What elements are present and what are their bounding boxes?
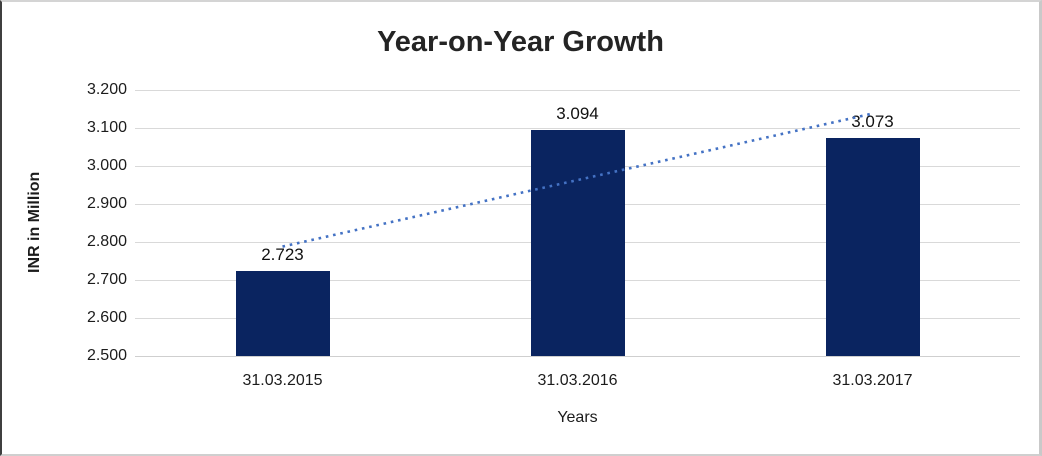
y-axis-tick-label: 2.900 bbox=[86, 195, 127, 212]
bar-value-label: 3.094 bbox=[556, 104, 599, 124]
bar-31.03.2015 bbox=[235, 271, 330, 356]
y-axis-tick-label: 2.800 bbox=[86, 233, 127, 250]
x-axis-title: Years bbox=[557, 409, 598, 426]
y-axis-tick-label: 2.500 bbox=[86, 347, 127, 364]
x-axis-tick-label: 31.03.2015 bbox=[242, 372, 323, 389]
bar-31.03.2017 bbox=[825, 138, 920, 356]
y-axis-tick-label: 3.000 bbox=[86, 157, 127, 174]
y-axis-tick-label: 2.600 bbox=[86, 309, 127, 326]
y-axis-tick-label: 2.700 bbox=[86, 271, 127, 288]
gridline bbox=[135, 356, 1020, 357]
x-axis-tick-label: 31.03.2016 bbox=[537, 372, 618, 389]
bar-value-label: 2.723 bbox=[261, 245, 304, 265]
gridline bbox=[135, 90, 1020, 91]
bar-31.03.2016 bbox=[530, 130, 625, 356]
bar-value-label: 3.073 bbox=[851, 112, 894, 132]
y-axis-tick-label: 3.100 bbox=[86, 119, 127, 136]
y-axis-tick-label: 3.200 bbox=[86, 81, 127, 98]
chart-title: Year-on-Year Growth bbox=[377, 26, 664, 58]
x-axis-tick-label: 31.03.2017 bbox=[832, 372, 913, 389]
